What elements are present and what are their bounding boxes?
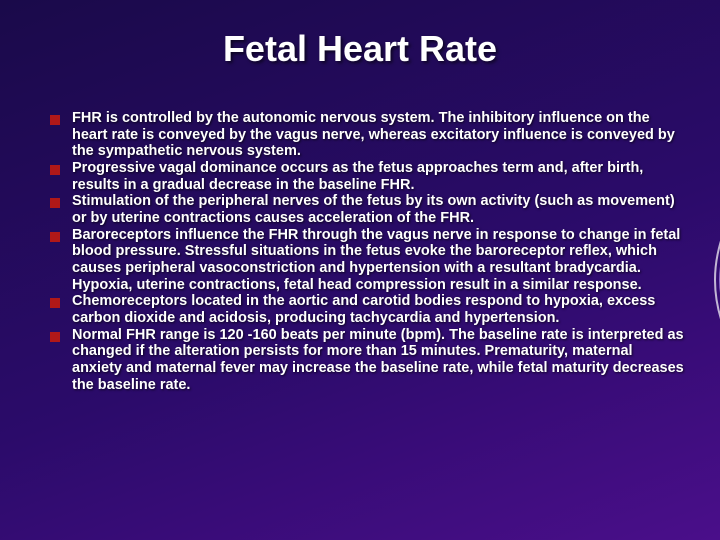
bullet-text: FHR is controlled by the autonomic nervo… [72, 110, 675, 159]
list-item: FHR is controlled by the autonomic nervo… [72, 110, 684, 160]
bullet-text: Normal FHR range is 120 -160 beats per m… [72, 327, 684, 393]
list-item: Chemoreceptors located in the aortic and… [72, 293, 684, 326]
slide-body: FHR is controlled by the autonomic nervo… [72, 110, 684, 393]
list-item: Progressive vagal dominance occurs as th… [72, 160, 684, 193]
bullet-text: Baroreceptors influence the FHR through … [72, 227, 680, 293]
decorative-swoosh-icon [680, 200, 720, 360]
slide: Fetal Heart Rate FHR is controlled by th… [0, 0, 720, 540]
bullet-text: Progressive vagal dominance occurs as th… [72, 160, 643, 193]
list-item: Stimulation of the peripheral nerves of … [72, 193, 684, 226]
list-item: Normal FHR range is 120 -160 beats per m… [72, 327, 684, 394]
bullet-text: Stimulation of the peripheral nerves of … [72, 193, 675, 226]
slide-title: Fetal Heart Rate [0, 0, 720, 70]
bullet-text: Chemoreceptors located in the aortic and… [72, 293, 655, 326]
bullet-list: FHR is controlled by the autonomic nervo… [72, 110, 684, 393]
list-item: Baroreceptors influence the FHR through … [72, 227, 684, 294]
